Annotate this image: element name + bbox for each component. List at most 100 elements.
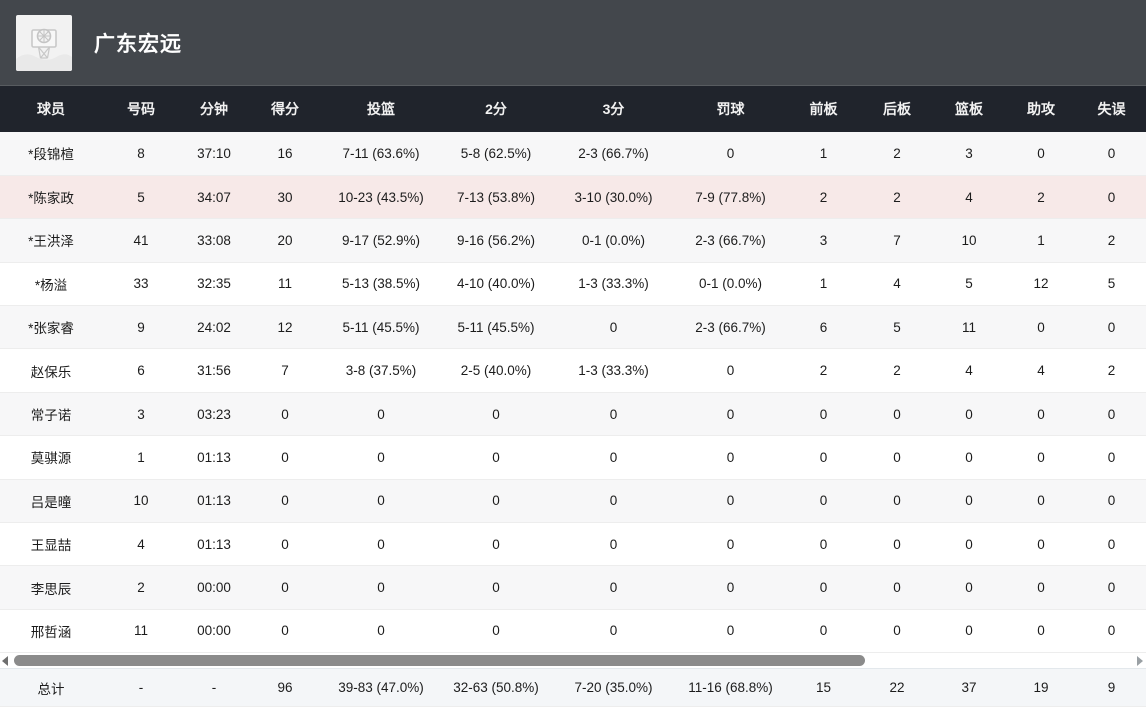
horizontal-scrollbar[interactable] [0,653,1146,669]
stat-cell: 0 [1037,580,1045,596]
stat-cell: 0 [893,449,901,465]
stat-cell: 1 [137,449,145,465]
stat-cell: 0 [965,580,973,596]
stat-cell: 1 [819,276,828,292]
player-name-cell: *王洪泽 [28,234,74,250]
table-row[interactable]: 常子诺 3 03:23 0 0 0 0 0 0 0 0 0 0 [0,392,1146,436]
player-name-cell: 王显喆 [30,538,72,554]
totals-table: 总计 - -96 39-83 (47.0%) 32-63 (50.8%) 7-20 (35… [0,668,1146,707]
total-label-cell: 总计 [0,668,102,707]
total-stat-cell: 9 [1077,668,1146,707]
table-row[interactable]: 吕是曈 10 01:13 0 0 0 0 0 0 0 0 0 0 [0,479,1146,523]
stat-cell: 11 [277,276,292,292]
stat-cell: 4 [137,536,145,552]
stat-cell: 12 [1033,276,1049,292]
table-row[interactable]: 赵保乐 6 31:56 7 3-8 (37.5%) 2-5 (40.0%) 1-3 (33.… [0,348,1146,393]
total-stat-cell: 22 [861,668,933,707]
stat-cell: 0 [281,493,289,509]
stat-cell: 2 [137,580,145,596]
total-stat-cell: 96 [248,668,322,707]
stat-cell: 0 [726,406,735,422]
stat-cell: 01:13 [197,493,231,509]
stat-cell: 03:23 [197,406,231,422]
table-row[interactable]: *陈家政 5 34:07 30 10-23 (43.5%) 7-13 (53.8%) 3-1… [0,175,1146,219]
table-row[interactable]: 李思辰 2 00:00 0 0 0 0 0 0 0 0 0 0 [0,565,1146,610]
stat-cell: 12 [277,319,293,335]
stat-cell: 10 [961,232,977,248]
stat-cell: 33 [133,276,149,292]
stat-cell: 5-13 (38.5%) [341,276,421,292]
stat-cell: 8 [137,145,145,161]
stat-cell: 10-23 (43.5%) [338,189,424,205]
stat-cell: 0 [1037,406,1045,422]
scrollbar-right-arrow-icon[interactable] [1137,656,1143,667]
column-header-10: 篮板 [933,86,1005,132]
player-name-cell: *陈家政 [28,191,74,207]
stat-cell: 0 [1037,623,1045,639]
stat-cell: 0 [726,623,735,639]
stat-cell: 0 [281,580,289,596]
stat-cell: 0 [1037,536,1045,552]
stat-cell: 0 [819,580,828,596]
stat-cell: 2 [893,145,901,161]
stat-cell: 0 [1107,319,1116,335]
stat-cell: 0 [726,493,735,509]
table-row[interactable]: *杨溢 33 32:35 11 5-13 (38.5%) 4-10 (40.0%) 1-3 … [0,262,1146,306]
stat-cell: 0 [1107,406,1116,422]
stat-cell: 0 [281,406,289,422]
stat-cell: 2-3 (66.7%) [695,232,766,248]
table-row[interactable]: *段锦楦 8 37:10 16 7-11 (63.6%) 5-8 (62.5%) 2-3 (… [0,132,1146,176]
stat-cell: 0 [965,536,973,552]
table-row[interactable]: 邢哲涵 11 00:00 0 0 0 0 0 0 0 0 0 0 [0,609,1146,653]
stat-cell: 32:35 [197,276,231,292]
stat-cell: 1 [1037,232,1045,248]
stat-cell: 1 [819,145,828,161]
stat-cell: 0 [1107,536,1116,552]
stat-cell: 0-1 (0.0%) [581,232,646,248]
stat-cell: 6 [137,363,145,379]
stat-cell: 2 [1107,232,1116,248]
stat-cell: 0 [893,623,901,639]
column-header-7: 罚球 [675,86,786,132]
stat-cell: 0 [492,580,500,596]
stat-cell: 0 [726,363,735,379]
stat-cell: 5-8 (62.5%) [460,145,532,161]
stat-cell: 2 [893,189,901,205]
scrollbar-left-arrow-icon[interactable] [2,656,8,667]
stat-cell: 0 [281,449,289,465]
scrollbar-thumb[interactable] [14,655,865,667]
table-row[interactable]: *张家睿 9 24:02 12 5-11 (45.5%) 5-11 (45.5%) 0 2-3… [0,305,1146,349]
table-row[interactable]: 王显喆 4 01:13 0 0 0 0 0 0 0 0 0 0 [0,522,1146,566]
stat-cell: 20 [277,232,293,248]
stat-cell: 0 [726,145,735,161]
stat-cell: 0 [1107,145,1116,161]
total-stat-cell: 39-83 (47.0%) [322,668,440,707]
stat-cell: 0 [1037,449,1045,465]
stat-cell: 0 [1107,493,1116,509]
total-stat-cell: 7-20 (35.0%) [552,668,675,707]
stat-cell: 00:00 [197,623,231,639]
stat-cell: 0 [965,406,973,422]
stat-cell: 0 [893,406,901,422]
stat-cell: 01:13 [197,536,231,552]
stat-cell: 4-10 (40.0%) [456,276,536,292]
column-header-3: 得分 [248,86,322,132]
stat-cell: 0 [726,449,735,465]
stat-cell: 0 [281,623,289,639]
stat-cell: 5 [893,319,901,335]
column-header-5: 2分 [440,86,552,132]
stat-cell: 0-1 (0.0%) [698,276,763,292]
stat-cell: 5 [1107,276,1116,292]
table-row[interactable]: *王洪泽 41 33:08 20 9-17 (52.9%) 9-16 (56.2%) 0-1… [0,218,1146,263]
stat-cell: 2-3 (66.7%) [578,145,649,161]
stat-cell: 30 [277,189,293,205]
stat-cell: 9-17 (52.9%) [341,232,421,248]
stat-cell: 7 [893,232,901,248]
stat-cell: 4 [1037,363,1045,379]
total-stat-cell: 37 [933,668,1005,707]
stat-cell: 0 [609,493,618,509]
stat-cell: 24:02 [197,319,231,335]
player-name-cell: 吕是曈 [30,494,72,510]
table-row[interactable]: 莫骐源 1 01:13 0 0 0 0 0 0 0 0 0 0 [0,435,1146,480]
